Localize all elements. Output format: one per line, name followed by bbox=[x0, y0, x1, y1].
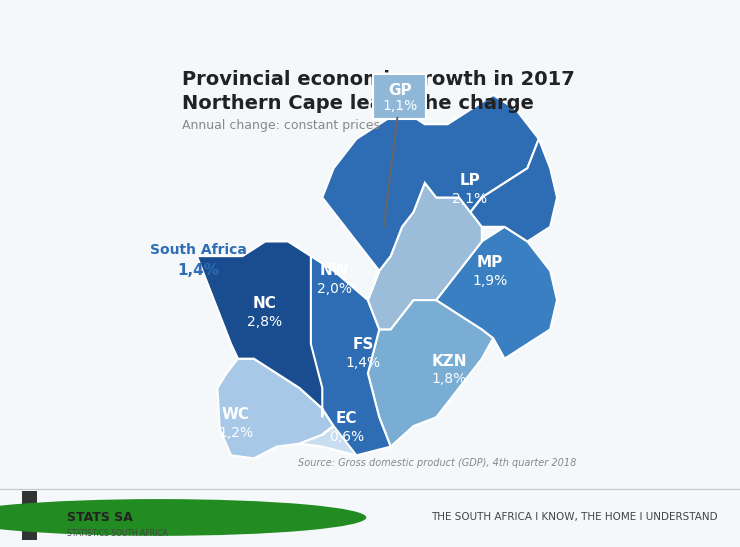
Text: 1,4%: 1,4% bbox=[178, 263, 220, 278]
Text: Annual change: constant prices: Annual change: constant prices bbox=[182, 119, 380, 132]
Text: STATS SA: STATS SA bbox=[67, 511, 132, 524]
Text: NC: NC bbox=[252, 296, 276, 311]
Text: 1,9%: 1,9% bbox=[472, 274, 508, 288]
Polygon shape bbox=[368, 300, 493, 446]
Text: STATISTICS SOUTH AFRICA: STATISTICS SOUTH AFRICA bbox=[67, 529, 167, 538]
Text: MP: MP bbox=[477, 255, 503, 270]
Text: EC: EC bbox=[336, 411, 357, 426]
Text: 1,4%: 1,4% bbox=[346, 356, 380, 370]
Text: Source: Gross domestic product (GDP), 4th quarter 2018: Source: Gross domestic product (GDP), 4t… bbox=[297, 458, 576, 468]
Polygon shape bbox=[471, 139, 557, 241]
Text: 1,1%: 1,1% bbox=[382, 98, 417, 113]
FancyBboxPatch shape bbox=[373, 74, 426, 119]
Polygon shape bbox=[436, 227, 557, 359]
Polygon shape bbox=[323, 95, 539, 300]
Text: 1,8%: 1,8% bbox=[431, 373, 467, 387]
Polygon shape bbox=[368, 183, 482, 329]
Text: THE SOUTH AFRICA I KNOW, THE HOME I UNDERSTAND: THE SOUTH AFRICA I KNOW, THE HOME I UNDE… bbox=[431, 513, 718, 522]
Text: WC: WC bbox=[222, 407, 249, 422]
Circle shape bbox=[0, 499, 366, 536]
Bar bbox=[22, 491, 37, 540]
Text: Northern Cape leads the charge: Northern Cape leads the charge bbox=[182, 94, 534, 113]
Text: GP: GP bbox=[388, 83, 411, 98]
Polygon shape bbox=[197, 241, 380, 435]
Polygon shape bbox=[311, 256, 391, 455]
Polygon shape bbox=[218, 359, 334, 458]
Text: NW: NW bbox=[320, 263, 349, 278]
Text: KZN: KZN bbox=[431, 353, 467, 369]
Text: 2,8%: 2,8% bbox=[247, 315, 282, 329]
Text: 0,6%: 0,6% bbox=[329, 430, 364, 444]
Text: FS: FS bbox=[352, 337, 374, 352]
Text: 1,2%: 1,2% bbox=[218, 426, 253, 440]
Text: South Africa: South Africa bbox=[150, 243, 247, 257]
Text: 2,1%: 2,1% bbox=[452, 192, 487, 206]
Text: 2,0%: 2,0% bbox=[317, 282, 351, 296]
Polygon shape bbox=[300, 271, 493, 455]
Text: Provincial economic growth in 2017: Provincial economic growth in 2017 bbox=[182, 70, 575, 89]
Text: LP: LP bbox=[459, 173, 480, 188]
